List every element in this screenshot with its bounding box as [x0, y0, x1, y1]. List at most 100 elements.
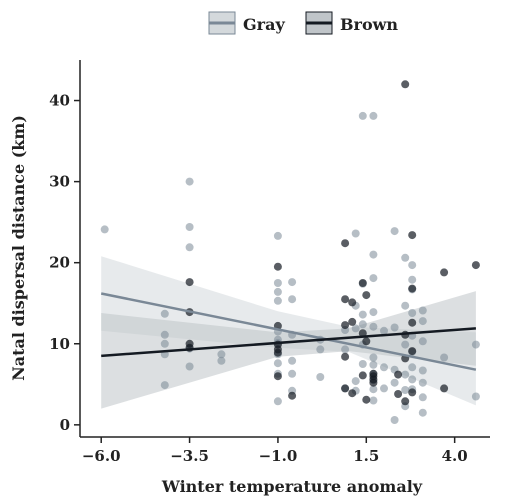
point-gray [369, 308, 378, 317]
point-brown [394, 370, 403, 379]
point-brown [408, 347, 417, 356]
point-gray [401, 340, 410, 349]
y-axis-title: Natal dispersal distance (km) [9, 115, 28, 381]
fit-lines [100, 292, 477, 371]
point-gray [288, 356, 297, 365]
y-tick-label: 30 [49, 173, 70, 191]
point-gray [408, 261, 417, 270]
point-gray [390, 378, 399, 387]
point-gray [358, 320, 367, 329]
point-gray [288, 278, 297, 287]
point-gray [408, 375, 417, 384]
point-brown [471, 261, 480, 270]
point-gray [408, 363, 417, 372]
point-brown [348, 317, 357, 326]
point-brown [358, 371, 367, 380]
point-gray [401, 253, 410, 262]
point-brown [341, 239, 350, 248]
point-gray [418, 366, 427, 375]
point-gray [369, 385, 378, 394]
point-gray [418, 393, 427, 402]
point-gray [418, 337, 427, 346]
point-gray [418, 317, 427, 326]
point-brown [348, 298, 357, 307]
point-gray [273, 279, 282, 287]
x-ticks: −6.0 −3.5 −1.0 1.5 4.0 [82, 437, 468, 465]
point-gray [418, 306, 427, 315]
point-brown [440, 384, 449, 393]
point-gray [217, 350, 226, 359]
x-tick-label: 4.0 [442, 447, 468, 465]
y-tick-label: 20 [49, 254, 70, 272]
point-brown [440, 268, 449, 277]
point-gray [288, 369, 297, 378]
point-gray [316, 373, 325, 381]
point-brown [358, 329, 367, 338]
point-gray [369, 396, 378, 405]
legend-label-gray: Gray [243, 15, 285, 34]
point-brown [362, 395, 371, 404]
point-gray [401, 370, 410, 379]
point-brown [408, 318, 417, 327]
point-gray [369, 250, 378, 259]
point-gray [390, 323, 399, 332]
point-gray [185, 243, 194, 252]
fit-line-brown [101, 327, 476, 358]
point-brown [348, 389, 357, 398]
point-gray [351, 229, 360, 238]
point-brown [273, 372, 282, 381]
point-gray [408, 309, 417, 317]
y-tick-label: 0 [60, 416, 70, 434]
point-brown [394, 390, 403, 398]
point-gray [288, 295, 297, 304]
point-gray [369, 353, 378, 362]
axes: 0 10 20 30 40 −6.0 −3.5 −1.0 1.5 4.0 [49, 60, 490, 465]
point-gray [380, 363, 388, 372]
point-gray [160, 330, 169, 339]
point-gray [351, 377, 360, 386]
point-brown [358, 279, 367, 287]
point-brown [341, 295, 350, 304]
confidence-band-brown [101, 291, 476, 409]
point-brown [273, 262, 282, 271]
x-tick-label: −6.0 [82, 447, 121, 465]
point-gray [358, 360, 367, 368]
point-brown [408, 284, 417, 293]
point-gray [471, 340, 480, 349]
point-gray [160, 339, 169, 348]
point-gray [369, 322, 378, 331]
point-gray [440, 353, 449, 362]
point-gray [273, 397, 282, 406]
point-gray [273, 296, 282, 305]
point-brown [185, 278, 194, 287]
point-gray [100, 225, 109, 234]
legend-label-brown: Brown [340, 15, 398, 34]
point-brown [341, 352, 350, 361]
point-gray [160, 381, 169, 390]
point-gray [185, 362, 194, 371]
scatter-points [100, 80, 480, 424]
point-gray [380, 384, 388, 393]
point-gray [351, 324, 360, 333]
point-gray [273, 359, 282, 368]
point-gray [401, 386, 410, 394]
point-brown [369, 378, 378, 387]
point-brown [362, 337, 371, 346]
point-gray [369, 360, 378, 369]
legend: Gray Brown [208, 11, 398, 35]
point-gray [418, 378, 427, 387]
point-gray [273, 231, 282, 240]
point-brown [408, 388, 417, 397]
y-tick-label: 40 [49, 92, 70, 110]
point-brown [401, 80, 410, 89]
point-gray [369, 274, 378, 283]
point-brown [273, 348, 282, 357]
point-gray [380, 326, 388, 335]
point-gray [341, 345, 350, 354]
x-axis-title: Winter temperature anomaly [161, 477, 423, 496]
point-gray [316, 345, 325, 354]
point-gray [471, 392, 480, 401]
point-gray [217, 356, 226, 365]
y-tick-label: 10 [49, 335, 70, 353]
